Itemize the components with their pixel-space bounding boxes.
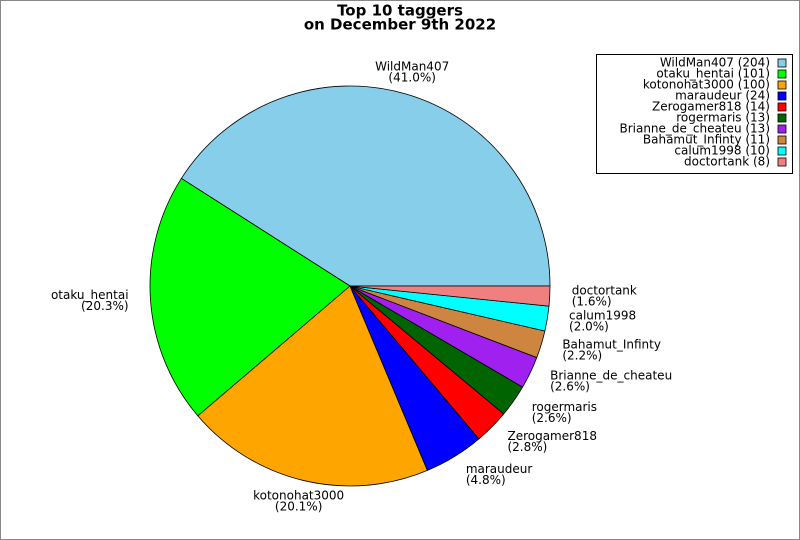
legend-label: otaku_hentai (101)	[656, 67, 770, 81]
slice-value-label: (2.2%)	[562, 348, 602, 362]
legend-swatch	[777, 135, 787, 145]
legend-swatch	[777, 113, 787, 123]
slice-label: rogermaris	[532, 400, 597, 414]
slice-value-label: (2.6%)	[532, 411, 572, 425]
slice-label: otaku_hentai	[51, 288, 129, 302]
pie-slice	[149, 177, 351, 417]
slice-value-label: (20.1%)	[275, 499, 322, 513]
legend-label: kotonohat3000 (100)	[643, 78, 770, 92]
slice-label: Zerogamer818	[507, 429, 596, 443]
pie-slice	[180, 85, 551, 287]
legend-swatch	[777, 69, 787, 79]
slice-label: calum1998	[569, 309, 636, 323]
legend-swatch	[777, 146, 787, 156]
legend-label: rogermaris (13)	[676, 111, 770, 125]
slice-label: maraudeur	[466, 462, 533, 476]
slice-value-label: (2.6%)	[550, 380, 590, 394]
legend-label: Zerogamer818 (14)	[652, 100, 770, 114]
legend-swatch	[777, 102, 787, 112]
legend-swatch	[777, 80, 787, 90]
legend-label: doctortank (8)	[684, 155, 770, 169]
slice-value-label: (2.0%)	[569, 320, 609, 334]
chart-title: Top 10 taggers	[337, 2, 463, 20]
legend-box	[596, 54, 793, 174]
legend-label: Brianne_de_cheateu (13)	[619, 122, 770, 136]
legend-label: Bahamut_Infinty (11)	[643, 133, 770, 147]
pie-slice	[349, 285, 551, 307]
slice-label: Bahamut_Infinty	[562, 337, 661, 351]
legend-label: calum1998 (10)	[674, 144, 770, 158]
slice-value-label: (1.6%)	[572, 295, 612, 309]
slice-value-label: (4.8%)	[466, 473, 506, 487]
pie-slice	[197, 285, 428, 487]
slice-label: kotonohat3000	[253, 488, 344, 502]
legend-label: WildMan407 (204)	[660, 56, 770, 70]
chart-subtitle: on December 9th 2022	[304, 16, 496, 34]
slice-value-label: (20.3%)	[81, 299, 128, 313]
legend-label: maraudeur (24)	[675, 89, 770, 103]
slice-value-label: (2.8%)	[507, 440, 547, 454]
legend-swatch	[777, 124, 787, 134]
legend-swatch	[777, 157, 787, 167]
slice-value-label: (41.0%)	[388, 70, 435, 84]
slice-label: Brianne_de_cheateu	[550, 369, 672, 383]
legend-swatch	[777, 91, 787, 101]
slice-label: WildMan407	[375, 59, 449, 73]
slice-label: doctortank	[572, 284, 637, 298]
legend-swatch	[777, 58, 787, 68]
